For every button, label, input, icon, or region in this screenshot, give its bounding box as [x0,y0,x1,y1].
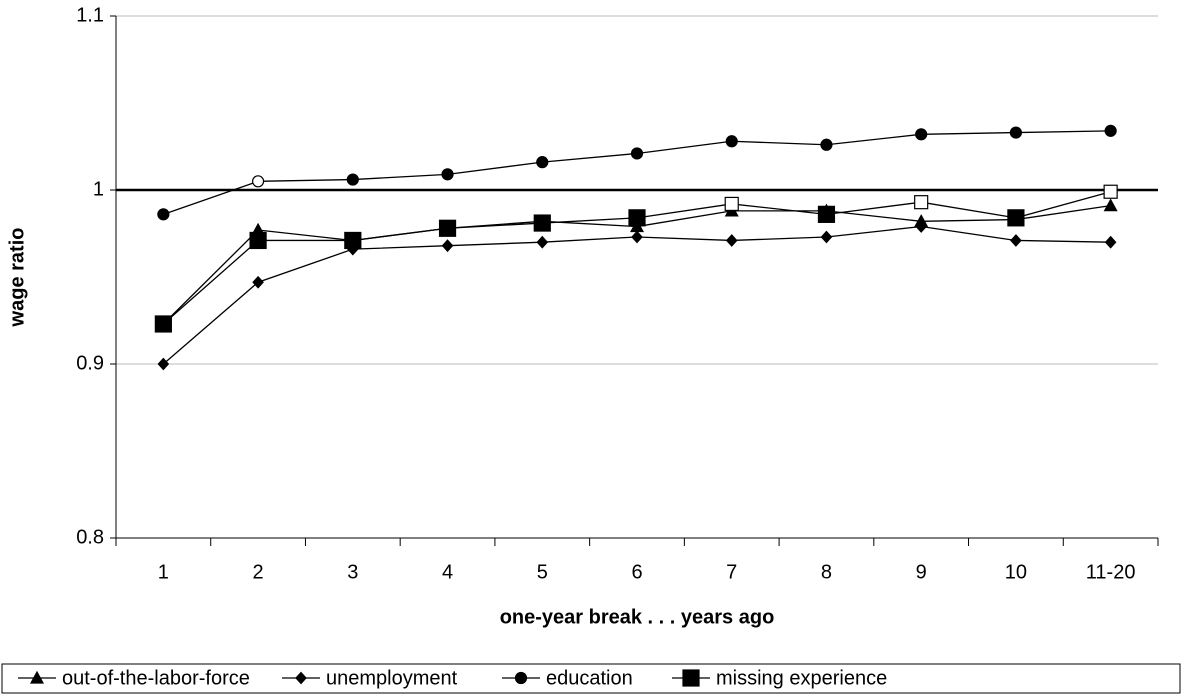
marker [628,209,646,227]
marker [157,357,170,371]
marker [1104,235,1117,249]
marker [514,671,528,685]
marker [249,231,267,250]
y-tick-label: 1.1 [76,4,104,26]
y-tick-label: 0.9 [76,352,104,374]
marker [29,670,45,684]
marker [682,669,700,687]
x-tick-label: 11-20 [1086,561,1136,583]
legend-label: unemployment [326,667,458,689]
x-tick-label: 7 [726,561,737,583]
marker [533,214,551,232]
marker [630,147,644,160]
x-tick-label: 1 [158,561,169,583]
marker [251,175,265,188]
marker [346,173,359,186]
x-axis-label: one-year break . . . years ago [500,606,775,628]
marker [820,230,833,244]
marker [1009,126,1023,139]
marker [441,239,454,253]
marker [441,168,454,181]
x-tick-label: 4 [442,561,453,583]
marker [914,195,929,210]
marker [154,315,172,333]
legend-box [1,663,1181,694]
x-tick-label: 6 [631,561,642,583]
marker [820,138,833,151]
x-tick-label: 3 [347,561,358,583]
legend-label: out-of-the-labor-force [62,667,250,689]
marker [725,135,738,148]
x-tick-label: 2 [253,561,264,583]
marker [1104,124,1117,137]
series-line [163,130,1111,215]
series-line [162,225,1111,365]
marker [725,234,738,247]
y-tick-label: 1 [93,178,104,200]
marker [536,156,549,169]
marker [344,231,362,250]
y-tick-label: 0.8 [76,526,104,548]
marker [295,671,307,685]
marker [631,230,643,244]
x-tick-label: 8 [821,561,832,583]
marker [1103,198,1118,212]
x-tick-label: 10 [1005,561,1027,583]
marker [724,196,739,212]
marker [1007,209,1025,227]
y-axis-label: wage ratio [6,228,28,328]
marker [817,205,836,223]
legend-label: education [546,667,633,689]
legend-label: missing experience [716,667,887,689]
marker [438,219,457,237]
marker [252,275,264,289]
marker [915,220,927,233]
x-tick-label: 9 [916,561,927,583]
marker [1010,234,1022,247]
marker [1103,184,1118,199]
marker [536,235,549,249]
x-tick-label: 5 [537,561,548,583]
marker [915,128,928,141]
marker [157,208,170,221]
